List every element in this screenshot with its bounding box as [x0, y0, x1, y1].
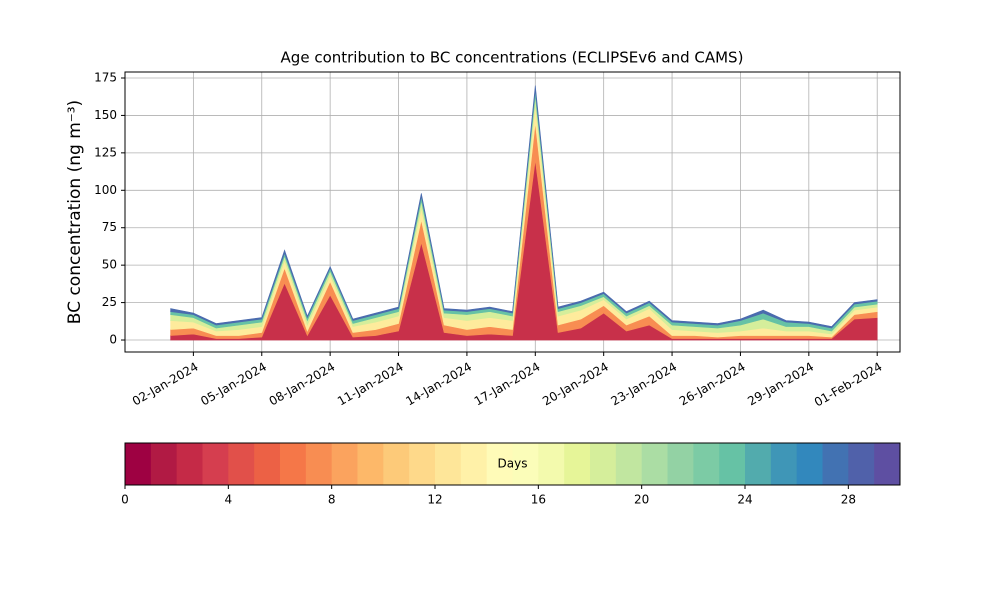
colorbar-tick-label: 8 [328, 493, 336, 507]
y-tick-label: 125 [94, 145, 117, 159]
colorbar-cell [357, 443, 384, 485]
y-tick-label: 25 [102, 295, 117, 309]
colorbar-cell [615, 443, 643, 485]
colorbar-tick-label: 0 [121, 493, 129, 507]
colorbar-cell [176, 443, 203, 485]
y-tick-label: 175 [94, 70, 117, 84]
colorbar-cell [770, 443, 798, 485]
colorbar-cell [693, 443, 720, 485]
colorbar-cell [202, 443, 229, 485]
y-tick-label: 100 [94, 183, 117, 197]
y-tick-label: 75 [102, 220, 117, 234]
colorbar-tick-label: 12 [427, 493, 442, 507]
colorbar-tick-label: 20 [634, 493, 649, 507]
colorbar-cell [796, 443, 823, 485]
y-tick-label: 0 [109, 333, 117, 347]
colorbar-cell [460, 443, 488, 485]
y-axis-label: BC concentration (ng m⁻³) [65, 100, 85, 324]
colorbar-cell [512, 443, 539, 485]
colorbar-cell [125, 443, 152, 485]
colorbar-cell [538, 443, 565, 485]
area [170, 85, 878, 329]
colorbar-cell [331, 443, 358, 485]
colorbar-cell [667, 443, 694, 485]
colorbar-cell [150, 443, 178, 485]
y-tick-label: 50 [102, 258, 117, 272]
colorbar-tick-label: 4 [225, 493, 233, 507]
colorbar-cell [874, 443, 901, 485]
colorbar-cell [383, 443, 410, 485]
colorbar-cell [822, 443, 849, 485]
colorbar-cell [486, 443, 513, 485]
colorbar-cell [305, 443, 333, 485]
colorbar-cell [254, 443, 281, 485]
colorbar-cell [719, 443, 746, 485]
colorbar-frame [124, 442, 901, 486]
colorbar-cell [228, 443, 255, 485]
colorbar-cell [641, 443, 668, 485]
colorbar-tick-label: 24 [737, 493, 752, 507]
y-tick-label: 150 [94, 108, 117, 122]
colorbar-tick-label: 28 [841, 493, 856, 507]
chart-title: Age contribution to BC concentrations (E… [281, 49, 744, 67]
colorbar-cell [435, 443, 462, 485]
colorbar-label: Days [498, 457, 528, 471]
colorbar-cell [590, 443, 617, 485]
colorbar-cell [745, 443, 772, 485]
colorbar-cell [848, 443, 875, 485]
colorbar-cell [280, 443, 307, 485]
colorbar-cell [564, 443, 591, 485]
plot-frame [124, 71, 901, 353]
colorbar-tick-label: 16 [531, 493, 546, 507]
colorbar-cell [409, 443, 436, 485]
